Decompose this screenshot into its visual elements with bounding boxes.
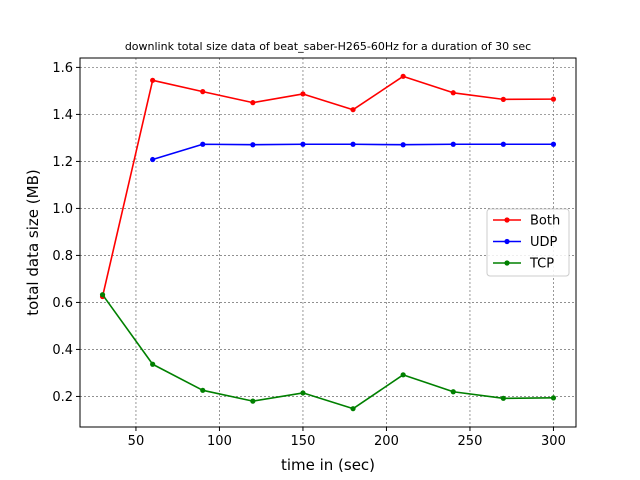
legend-label-udp: UDP: [530, 235, 558, 250]
data-point-udp: [300, 141, 306, 147]
data-point-tcp: [150, 361, 156, 367]
y-axis-label: total data size (MB): [24, 169, 42, 315]
x-tick-label: 50: [128, 434, 145, 449]
data-point-both: [350, 107, 356, 113]
legend-item-udp: UDP: [493, 235, 558, 250]
data-point-tcp: [350, 406, 356, 412]
data-point-udp: [500, 141, 506, 147]
data-point-tcp: [500, 395, 506, 401]
series-tcp: [99, 292, 557, 412]
axis-ticks: 50 100 150 200 250 300 0.2 0.4 0.6 0.8 1.0 1.2 1.4 1.…: [52, 61, 566, 449]
data-point-both: [550, 96, 557, 102]
data-point-tcp: [450, 389, 456, 395]
y-tick-label: 0.8: [52, 249, 73, 264]
legend-item-both: Both: [493, 214, 560, 229]
legend-label-tcp: TCP: [529, 257, 554, 272]
series-layer: [99, 73, 557, 412]
chart-title: downlink total size data of beat_saber-H…: [125, 40, 531, 53]
series-line-both: [101, 75, 554, 297]
y-tick-label: 1.4: [52, 108, 73, 123]
y-tick-label: 0.2: [52, 390, 73, 405]
x-tick-label: 250: [458, 434, 483, 449]
data-point-tcp: [300, 390, 306, 396]
series-line-tcp: [101, 294, 554, 410]
y-tick-label: 1.6: [52, 61, 73, 76]
legend: Both UDP TCP: [486, 208, 570, 277]
data-point-both: [200, 89, 206, 95]
data-point-both: [400, 73, 406, 79]
y-tick-label: 0.4: [52, 343, 73, 358]
data-point-udp: [450, 141, 456, 147]
data-point-both: [450, 90, 456, 96]
data-point-both: [500, 96, 506, 102]
y-tick-label: 0.6: [52, 296, 73, 311]
plot-frame: [79, 57, 577, 428]
data-point-tcp: [200, 387, 206, 393]
data-point-tcp: [550, 395, 557, 401]
data-point-both: [300, 91, 306, 97]
data-point-udp: [200, 141, 206, 147]
legend-marker-both: [504, 217, 510, 223]
y-tick-label: 1.0: [52, 202, 73, 217]
data-point-udp: [250, 142, 256, 148]
data-point-tcp: [250, 398, 256, 404]
data-point-both: [150, 77, 156, 83]
data-point-udp: [350, 141, 356, 147]
data-point-udp: [150, 156, 156, 163]
x-axis-label: time in (sec): [281, 456, 375, 474]
y-tick-label: 1.2: [52, 155, 73, 170]
data-point-tcp: [99, 292, 106, 298]
x-tick-label: 200: [374, 434, 399, 449]
x-tick-label: 300: [541, 434, 566, 449]
legend-marker-udp: [504, 238, 510, 245]
x-tick-label: 100: [207, 434, 232, 449]
data-point-udp: [400, 142, 406, 148]
series-udp: [150, 141, 557, 163]
x-tick-label: 150: [291, 434, 316, 449]
legend-box: [486, 208, 570, 277]
legend-marker-tcp: [504, 260, 510, 266]
data-point-tcp: [400, 372, 406, 378]
data-point-udp: [550, 141, 557, 147]
legend-label-both: Both: [530, 214, 560, 229]
legend-item-tcp: TCP: [493, 257, 554, 272]
data-point-both: [250, 100, 256, 106]
